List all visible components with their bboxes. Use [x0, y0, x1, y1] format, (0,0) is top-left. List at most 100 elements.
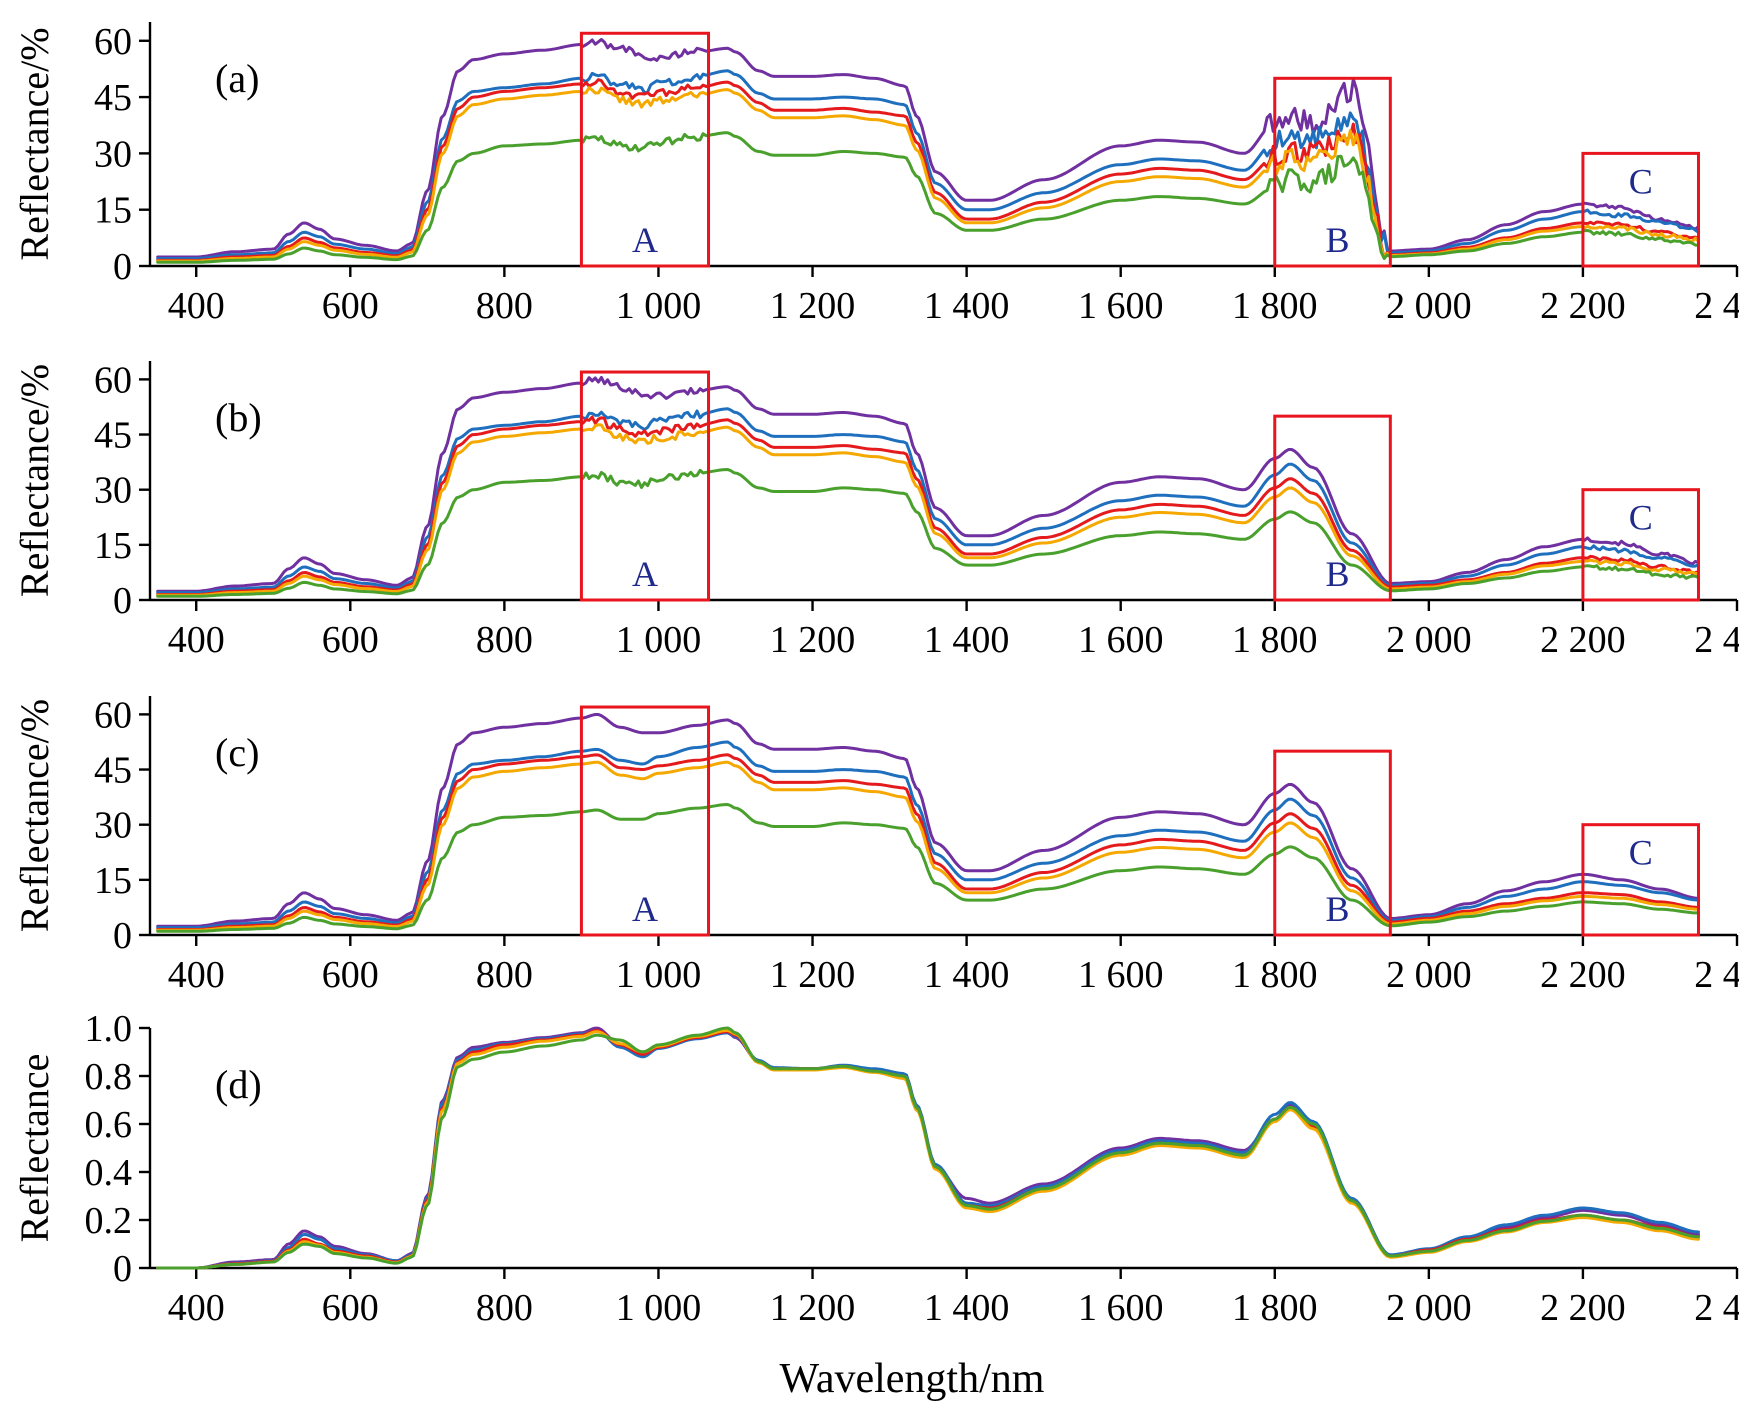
x-tick-label: 400	[168, 954, 225, 996]
y-tick-label: 0	[113, 246, 132, 288]
x-tick-label: 400	[168, 619, 225, 661]
region-box-A	[579, 31, 711, 268]
x-tick-label: 1 200	[770, 619, 856, 661]
y-axis-label: Reflectance/%	[12, 699, 57, 932]
x-tick-label: 1 000	[616, 285, 702, 327]
y-tick-label: 15	[94, 190, 132, 232]
spectrum-line	[156, 740, 1700, 930]
spectrum-line	[156, 69, 1700, 260]
panel-b: 400 600 800 1 000 1 200 1 400 1 600 1 800 2 000 2…	[12, 359, 1739, 661]
spectrum-line	[156, 415, 1700, 596]
y-tick-label: 30	[94, 470, 132, 512]
y-tick-label: 0.6	[85, 1104, 133, 1146]
x-tick-label: 800	[476, 1287, 533, 1329]
region-label-C: C	[1629, 498, 1653, 538]
x-tick-label: 600	[322, 619, 379, 661]
x-tick-label: 1 200	[770, 954, 856, 996]
x-tick-label: 2 000	[1386, 1287, 1472, 1329]
x-tick-label: 800	[476, 954, 533, 996]
y-tick-label: 60	[94, 359, 132, 401]
x-tick-label: 600	[322, 285, 379, 327]
y-tick-label: 0	[113, 1248, 132, 1290]
x-tick-label: 1 600	[1078, 954, 1164, 996]
x-tick-label: 400	[168, 1287, 225, 1329]
spectrum-line	[156, 375, 1700, 593]
panel-c: 400 600 800 1 000 1 200 1 400 1 600 1 800 2 000 2…	[12, 694, 1739, 996]
y-tick-label: 45	[94, 415, 132, 457]
region-box-C	[1581, 823, 1700, 937]
y-tick-label: 0.2	[85, 1200, 133, 1242]
x-tick-label: 1 400	[924, 619, 1010, 661]
x-tick-label: 2 200	[1540, 1287, 1626, 1329]
y-tick-label: 30	[94, 805, 132, 847]
y-tick-label: 45	[94, 77, 132, 119]
spectrum-line	[156, 760, 1700, 932]
y-tick-label: 0.8	[85, 1056, 133, 1098]
x-tick-label: 1 600	[1078, 285, 1164, 327]
y-tick-label: 0.4	[85, 1152, 133, 1194]
x-tick-label: 2 400	[1694, 954, 1739, 996]
x-tick-label: 2 000	[1386, 954, 1472, 996]
spectrum-line	[156, 1026, 1700, 1270]
x-tick-label: 600	[322, 954, 379, 996]
x-tick-label: 2 000	[1386, 285, 1472, 327]
y-tick-label: 15	[94, 860, 132, 902]
y-axis-label: Reflectance/%	[12, 27, 57, 260]
region-label-C: C	[1629, 833, 1653, 873]
region-box-C	[1581, 488, 1700, 602]
x-tick-label: 1 200	[770, 285, 856, 327]
y-tick-label: 0	[113, 580, 132, 622]
region-box-A	[579, 370, 711, 602]
panel-d: 400 600 800 1 000 1 200 1 400 1 600 1 800 2 000 2…	[12, 1008, 1739, 1329]
panel-label: (a)	[215, 56, 259, 101]
y-axis-label: Reflectance	[12, 1054, 57, 1243]
x-tick-label: 2 400	[1694, 619, 1739, 661]
y-tick-label: 60	[94, 21, 132, 63]
x-tick-label: 2 200	[1540, 954, 1626, 996]
spectrum-line	[156, 803, 1700, 933]
region-box-B	[1273, 749, 1392, 937]
panel-label: (c)	[215, 730, 259, 775]
y-axis-label: Reflectance/%	[12, 364, 57, 597]
spectrum-line	[156, 407, 1700, 595]
x-tick-label: 2 000	[1386, 619, 1472, 661]
spectrum-line	[156, 78, 1700, 262]
x-tick-label: 1 800	[1232, 619, 1318, 661]
x-tick-label: 2 400	[1694, 1287, 1739, 1329]
x-tick-label: 1 800	[1232, 285, 1318, 327]
region-label-B: B	[1326, 554, 1350, 594]
x-tick-label: 800	[476, 619, 533, 661]
x-tick-label: 1 400	[924, 285, 1010, 327]
y-tick-label: 45	[94, 750, 132, 792]
region-box-B	[1273, 76, 1392, 268]
x-tick-label: 1 000	[616, 619, 702, 661]
region-label-A: A	[632, 554, 658, 594]
x-tick-label: 1 600	[1078, 1287, 1164, 1329]
panel-label: (d)	[215, 1062, 262, 1107]
spectrum-line	[156, 38, 1700, 259]
panel-a: 400 600 800 1 000 1 200 1 400 1 600 1 800 2 000 2…	[12, 21, 1739, 327]
region-label-B: B	[1326, 889, 1350, 929]
y-tick-label: 60	[94, 694, 132, 736]
y-tick-label: 1.0	[85, 1008, 133, 1050]
spectrum-line	[156, 423, 1700, 597]
x-tick-label: 1 200	[770, 1287, 856, 1329]
y-tick-label: 0	[113, 915, 132, 957]
x-axis-label: Wavelength/nm	[780, 1356, 1045, 1402]
x-tick-label: 2 400	[1694, 285, 1739, 327]
x-tick-label: 1 400	[924, 1287, 1010, 1329]
y-tick-label: 15	[94, 525, 132, 567]
x-tick-label: 1 000	[616, 1287, 702, 1329]
x-tick-label: 2 200	[1540, 619, 1626, 661]
x-tick-label: 1 000	[616, 954, 702, 996]
spectrum-line	[156, 468, 1700, 598]
region-label-A: A	[632, 889, 658, 929]
region-label-C: C	[1629, 161, 1653, 201]
spectrum-line	[156, 713, 1700, 928]
spectrum-line	[156, 131, 1700, 264]
region-label-B: B	[1326, 220, 1350, 260]
y-tick-label: 30	[94, 133, 132, 175]
region-box-A	[579, 705, 711, 937]
x-tick-label: 1 800	[1232, 954, 1318, 996]
